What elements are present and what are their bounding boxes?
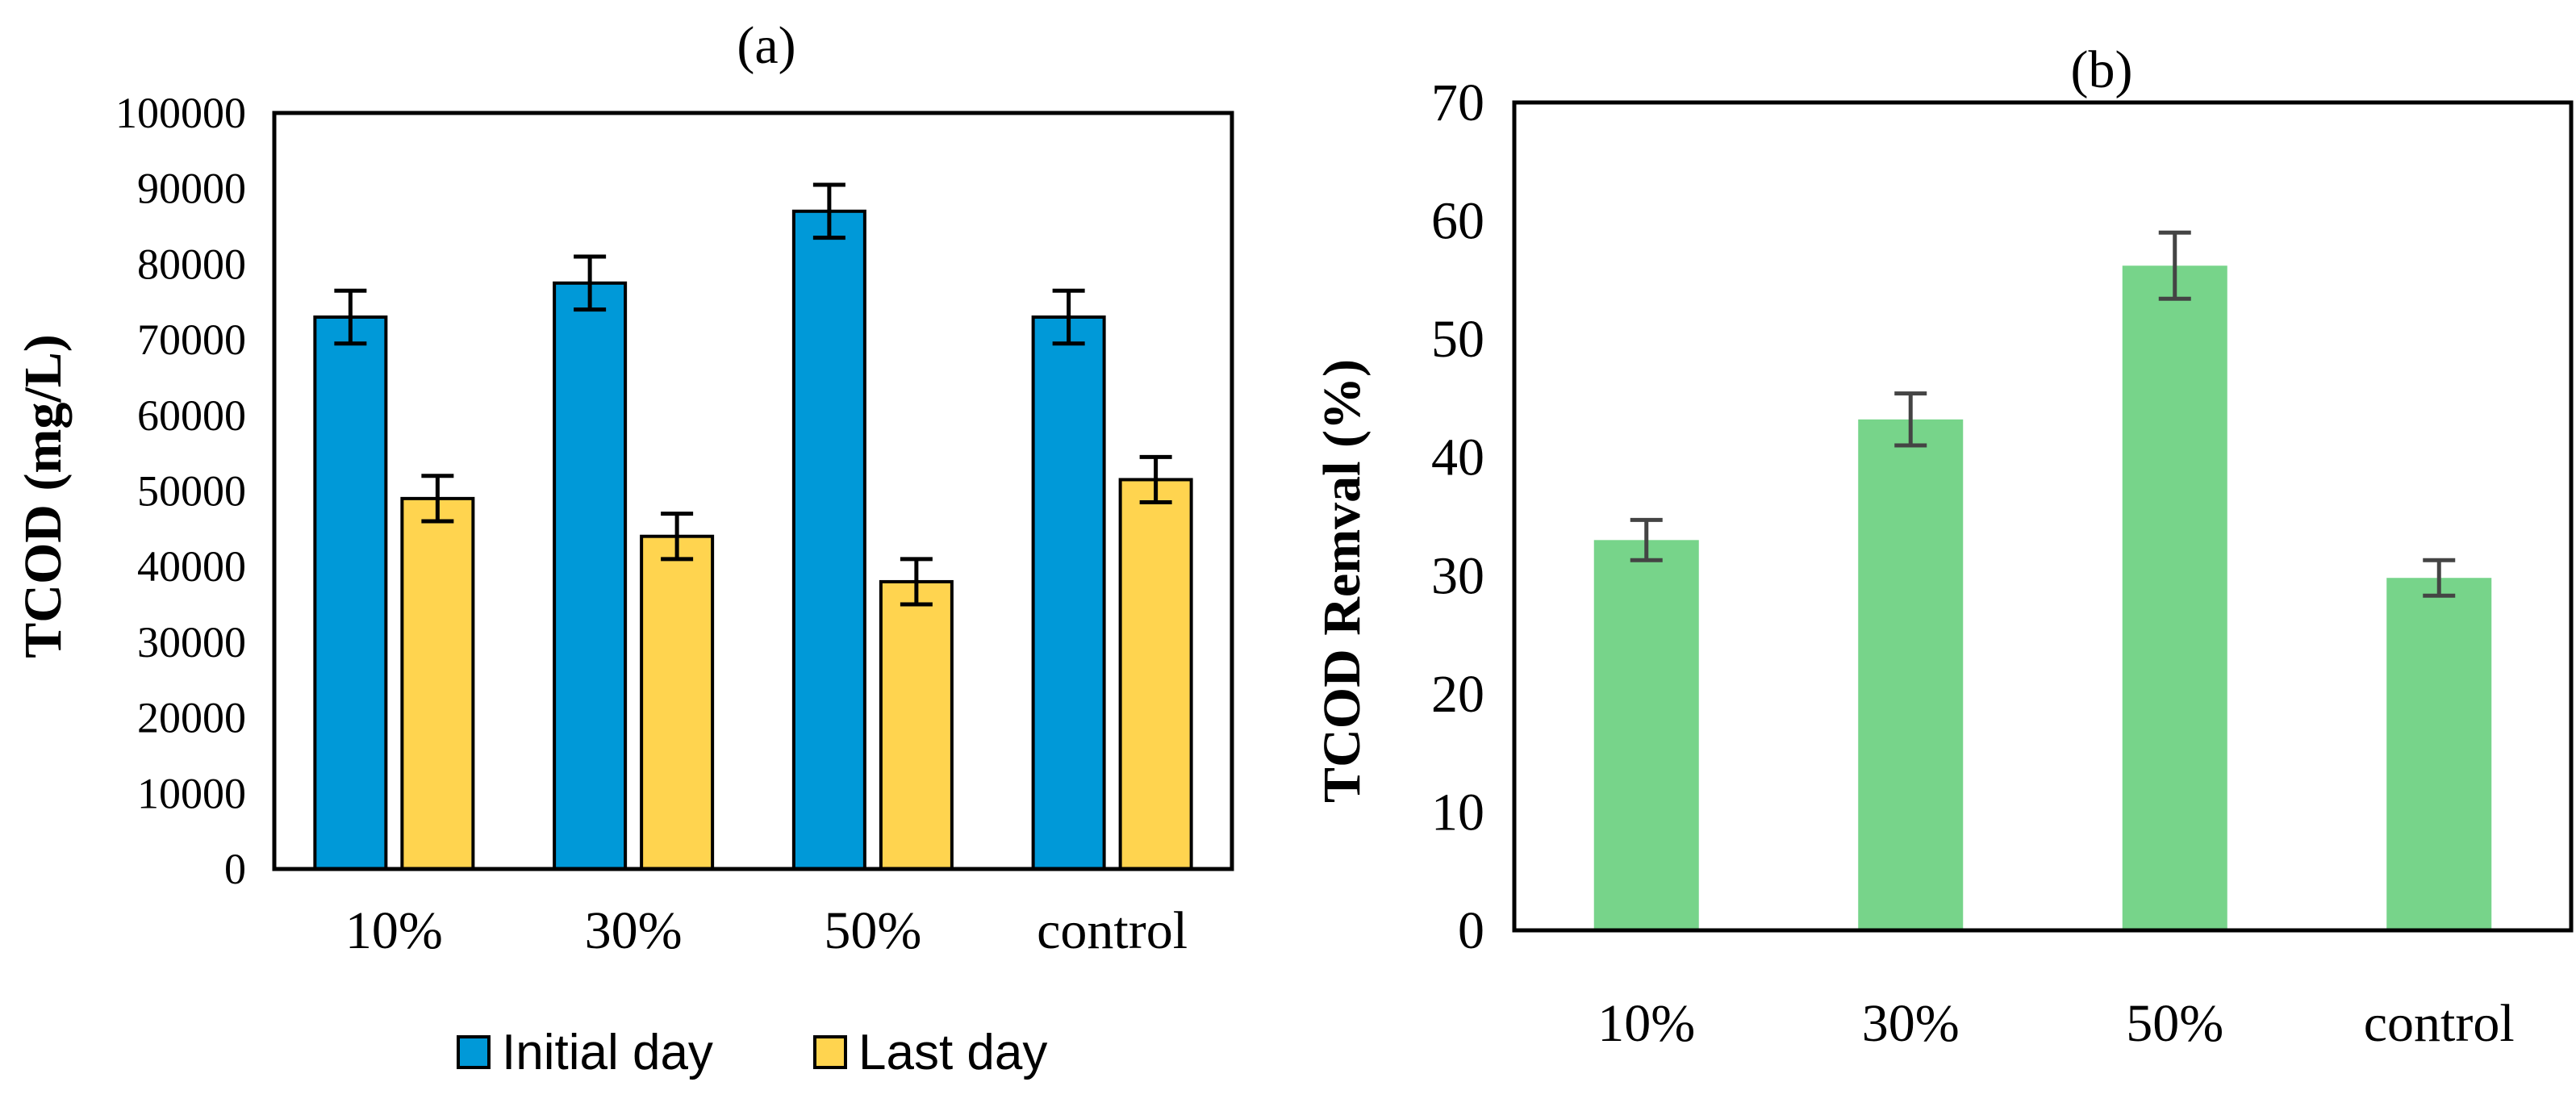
bar-initial-day-50pct <box>791 209 866 871</box>
legend-swatch-initial-day <box>457 1035 491 1069</box>
chart-b-y-tick-30: 30 <box>1431 546 1484 605</box>
bar-initial-day-30pct <box>553 281 628 871</box>
error-bar-tcod-remval-control <box>2423 558 2456 598</box>
chart-b-category-labels: 10% 30% 50% control <box>1597 994 2514 1053</box>
chart-a-y-tick-60000: 60000 <box>137 391 246 440</box>
chart-a-y-axis-label: TCOD (mg/L) <box>14 334 73 658</box>
chart-a-legend: Initial day Last day <box>457 1025 1047 1080</box>
chart-b-y-tick-60: 60 <box>1431 192 1484 251</box>
chart-b-y-tick-10: 10 <box>1431 783 1484 842</box>
legend-swatch-last-day <box>813 1035 847 1069</box>
chart-b-category-30pct: 30% <box>1862 994 1960 1053</box>
chart-b-category-10pct: 10% <box>1597 994 1695 1053</box>
bar-tcod-remval-10pct <box>1593 540 1699 930</box>
bar-initial-day-control <box>1031 315 1106 871</box>
chart-a-y-tick-70000: 70000 <box>137 315 246 364</box>
bar-last-day-30pct <box>640 534 715 871</box>
chart-b-category-control: control <box>2364 994 2515 1053</box>
chart-a-plot-frame <box>272 111 1234 871</box>
chart-b-category-50pct: 50% <box>2126 994 2223 1053</box>
chart-a-y-tick-40000: 40000 <box>137 542 246 591</box>
bar-tcod-remval-30pct <box>1858 419 1964 930</box>
chart-b-bars <box>1593 265 2492 931</box>
error-bar-last-day-10pct <box>421 474 454 524</box>
chart-b-y-ticks: 0 10 20 30 40 50 60 70 <box>1431 73 1484 960</box>
chart-a-y-tick-50000: 50000 <box>137 467 246 516</box>
legend-label-last-day: Last day <box>858 1025 1047 1080</box>
bar-initial-day-10pct <box>313 315 388 871</box>
chart-a-error-bars <box>334 182 1172 607</box>
error-bar-initial-day-control <box>1052 288 1085 346</box>
chart-a-y-tick-90000: 90000 <box>137 165 246 213</box>
chart-a-y-tick-30000: 30000 <box>137 618 246 666</box>
error-bar-tcod-remval-30pct <box>1894 391 1927 448</box>
legend-label-initial-day: Initial day <box>502 1025 713 1080</box>
bar-tcod-remval-50pct <box>2122 265 2227 931</box>
error-bar-tcod-remval-10pct <box>1630 517 1663 562</box>
chart-a-y-tick-100000: 100000 <box>115 89 246 137</box>
error-bar-initial-day-30pct <box>574 254 607 312</box>
chart-b-y-tick-50: 50 <box>1431 310 1484 369</box>
chart-b-error-bars <box>1630 230 2456 598</box>
chart-a-category-50pct: 50% <box>824 901 921 960</box>
chart-b-y-tick-40: 40 <box>1431 428 1484 487</box>
chart-a-y-tick-20000: 20000 <box>137 694 246 742</box>
chart-a-category-10pct: 10% <box>345 901 443 960</box>
error-bar-tcod-remval-50pct <box>2158 230 2191 301</box>
chart-a-y-ticks: 0 10000 20000 30000 40000 50000 60000 70000 8000… <box>115 89 246 893</box>
error-bar-last-day-control <box>1139 454 1172 505</box>
bar-last-day-50pct <box>879 579 954 871</box>
chart-panel-b: (b) TCOD Remval (%) 0 10 20 30 40 50 60 70 10% 3… <box>1313 40 2574 1053</box>
chart-b-y-tick-20: 20 <box>1431 665 1484 724</box>
chart-a-y-tick-0: 0 <box>224 845 246 893</box>
chart-a-y-tick-80000: 80000 <box>137 240 246 288</box>
chart-a-bars <box>313 209 1193 871</box>
bar-tcod-remval-control <box>2386 578 2492 930</box>
chart-panel-a: (a) TCOD (mg/L) 0 10000 20000 30000 40000 500… <box>14 16 1234 1080</box>
chart-b-title: (b) <box>2071 40 2133 99</box>
chart-a-category-30pct: 30% <box>585 901 683 960</box>
bar-last-day-10pct <box>400 496 475 871</box>
chart-a-category-control: control <box>1037 901 1188 960</box>
error-bar-last-day-30pct <box>661 512 694 562</box>
chart-b-y-axis-label: TCOD Remval (%) <box>1313 359 1372 803</box>
chart-b-y-tick-0: 0 <box>1458 901 1484 960</box>
chart-a-title: (a) <box>737 16 795 75</box>
error-bar-initial-day-50pct <box>812 182 845 240</box>
chart-b-plot-frame <box>1512 100 2574 933</box>
error-bar-last-day-50pct <box>900 557 933 607</box>
chart-b-y-tick-70: 70 <box>1431 73 1484 132</box>
error-bar-initial-day-10pct <box>334 288 367 346</box>
chart-a-y-tick-10000: 10000 <box>137 769 246 817</box>
bar-last-day-control <box>1118 478 1193 871</box>
chart-a-category-labels: 10% 30% 50% control <box>345 901 1188 960</box>
